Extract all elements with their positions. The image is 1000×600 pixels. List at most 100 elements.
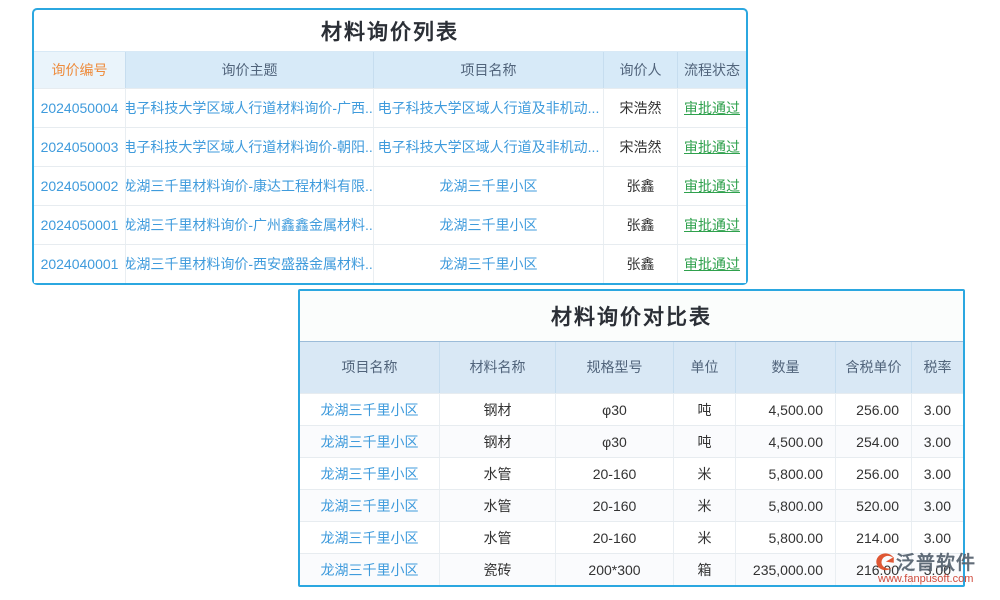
material-name: 瓷砖 bbox=[440, 554, 556, 585]
material-inquiry-compare-table: 材料询价对比表 项目名称 材料名称 规格型号 单位 数量 含税单价 税率 龙湖三千里小区 钢材… bbox=[298, 289, 965, 587]
material-name: 水管 bbox=[440, 490, 556, 521]
inquiry-list-row: 2024050003 电子科技大学区域人行道材料询价-朝阳... 电子科技大学区域人… bbox=[34, 127, 746, 166]
col-header-person: 询价人 bbox=[604, 52, 678, 88]
inquiry-list-row: 2024050001 龙湖三千里材料询价-广州鑫鑫金属材料... 龙湖三千里小区 张鑫… bbox=[34, 205, 746, 244]
watermark-url-text: www.fanpusoft.com bbox=[878, 573, 974, 585]
spec-model: 20-160 bbox=[556, 490, 674, 521]
compare-table-row: 龙湖三千里小区 钢材 φ30 吨 4,500.00 256.00 3.00 bbox=[300, 393, 963, 425]
inquiry-list-row: 2024040001 龙湖三千里材料询价-西安盛器金属材料... 龙湖三千里小区 张鑫… bbox=[34, 244, 746, 283]
spec-model: 20-160 bbox=[556, 458, 674, 489]
compare-table-row: 龙湖三千里小区 水管 20-160 米 5,800.00 520.00 3.00 bbox=[300, 489, 963, 521]
unit: 吨 bbox=[674, 394, 736, 425]
approval-status-link[interactable]: 审批通过 bbox=[684, 256, 740, 272]
tax-rate: 3.00 bbox=[923, 465, 951, 482]
unit: 米 bbox=[674, 458, 736, 489]
tax-incl-price: 256.00 bbox=[836, 458, 912, 489]
inquiry-no-link[interactable]: 2024040001 bbox=[34, 245, 126, 283]
approval-status-link[interactable]: 审批通过 bbox=[684, 217, 740, 233]
spec-model: φ30 bbox=[556, 426, 674, 457]
tax-incl-price: 214.00 bbox=[836, 522, 912, 553]
quantity-value: 4,500.00 bbox=[736, 426, 836, 457]
project-name-link[interactable]: 龙湖三千里小区 bbox=[300, 426, 440, 457]
col-header-project: 项目名称 bbox=[374, 52, 604, 88]
unit: 米 bbox=[674, 490, 736, 521]
inquiry-list-title: 材料询价列表 bbox=[34, 10, 746, 52]
material-name: 水管 bbox=[440, 522, 556, 553]
approval-status-link[interactable]: 审批通过 bbox=[684, 139, 740, 155]
tax-rate: 3.00 bbox=[923, 401, 951, 418]
project-name-link[interactable]: 龙湖三千里小区 bbox=[300, 394, 440, 425]
project-name-link[interactable]: 龙湖三千里小区 bbox=[300, 490, 440, 521]
project-name-link[interactable]: 龙湖三千里小区 bbox=[374, 245, 604, 283]
col-header-status: 流程状态 bbox=[684, 62, 740, 78]
inquirer-name: 张鑫 bbox=[604, 206, 678, 244]
inquiry-subject-link[interactable]: 电子科技大学区域人行道材料询价-朝阳... bbox=[126, 128, 374, 166]
col-header-unit: 单位 bbox=[674, 342, 736, 393]
inquiry-list-body: 2024050004 电子科技大学区域人行道材料询价-广西... 电子科技大学区域人… bbox=[34, 88, 746, 283]
tax-incl-price: 254.00 bbox=[836, 426, 912, 457]
inquirer-name: 张鑫 bbox=[604, 245, 678, 283]
col-header-no: 询价编号 bbox=[34, 52, 126, 88]
inquirer-name: 宋浩然 bbox=[604, 128, 678, 166]
tax-rate: 3.00 bbox=[923, 433, 951, 450]
compare-table-row: 龙湖三千里小区 钢材 φ30 吨 4,500.00 254.00 3.00 bbox=[300, 425, 963, 457]
unit: 吨 bbox=[674, 426, 736, 457]
spec-model: 20-160 bbox=[556, 522, 674, 553]
material-name: 钢材 bbox=[440, 394, 556, 425]
compare-table-row: 龙湖三千里小区 瓷砖 200*300 箱 235,000.00 216.00 3.00 bbox=[300, 553, 963, 585]
material-name: 水管 bbox=[440, 458, 556, 489]
inquiry-subject-link[interactable]: 龙湖三千里材料询价-西安盛器金属材料... bbox=[126, 245, 374, 283]
inquiry-subject-link[interactable]: 龙湖三千里材料询价-康达工程材料有限... bbox=[126, 167, 374, 205]
project-name-link[interactable]: 电子科技大学区域人行道及非机动... bbox=[374, 128, 604, 166]
approval-status-link[interactable]: 审批通过 bbox=[684, 178, 740, 194]
project-name-link[interactable]: 龙湖三千里小区 bbox=[374, 206, 604, 244]
project-name-link[interactable]: 龙湖三千里小区 bbox=[300, 522, 440, 553]
approval-status-link[interactable]: 审批通过 bbox=[684, 100, 740, 116]
project-name-link[interactable]: 龙湖三千里小区 bbox=[300, 554, 440, 585]
inquiry-subject-link[interactable]: 龙湖三千里材料询价-广州鑫鑫金属材料... bbox=[126, 206, 374, 244]
inquiry-no-link[interactable]: 2024050004 bbox=[34, 89, 126, 127]
inquiry-no-link[interactable]: 2024050001 bbox=[34, 206, 126, 244]
inquiry-no-link[interactable]: 2024050002 bbox=[34, 167, 126, 205]
quantity-value: 5,800.00 bbox=[736, 458, 836, 489]
quantity-value: 4,500.00 bbox=[736, 394, 836, 425]
fanpu-logo-icon bbox=[874, 551, 895, 572]
col-header-qty: 数量 bbox=[736, 342, 836, 393]
compare-table-body: 龙湖三千里小区 钢材 φ30 吨 4,500.00 256.00 3.00 龙湖三千里小区 钢材… bbox=[300, 393, 963, 585]
inquiry-subject-link[interactable]: 电子科技大学区域人行道材料询价-广西... bbox=[126, 89, 374, 127]
project-name-link[interactable]: 电子科技大学区域人行道及非机动... bbox=[374, 89, 604, 127]
project-name-link[interactable]: 龙湖三千里小区 bbox=[374, 167, 604, 205]
watermark-brand-text: 泛普软件 bbox=[896, 553, 977, 574]
material-name: 钢材 bbox=[440, 426, 556, 457]
inquiry-list-row: 2024050002 龙湖三千里材料询价-康达工程材料有限... 龙湖三千里小区 张鑫… bbox=[34, 166, 746, 205]
compare-table-title: 材料询价对比表 bbox=[300, 291, 963, 341]
tax-incl-price: 256.00 bbox=[836, 394, 912, 425]
fanpu-watermark: 泛普软件 www.fanpusoft.com bbox=[874, 548, 996, 585]
tax-rate: 3.00 bbox=[923, 561, 951, 578]
compare-table-row: 龙湖三千里小区 水管 20-160 米 5,800.00 214.00 3.00 bbox=[300, 521, 963, 553]
spec-model: 200*300 bbox=[556, 554, 674, 585]
col-header-spec: 规格型号 bbox=[556, 342, 674, 393]
spec-model: φ30 bbox=[556, 394, 674, 425]
inquiry-no-link[interactable]: 2024050003 bbox=[34, 128, 126, 166]
inquirer-name: 张鑫 bbox=[604, 167, 678, 205]
col-header-material: 材料名称 bbox=[440, 342, 556, 393]
col-header-price: 含税单价 bbox=[836, 342, 912, 393]
quantity-value: 5,800.00 bbox=[736, 490, 836, 521]
inquiry-list-header-row: 询价编号 询价主题 项目名称 询价人 流程状态 bbox=[34, 52, 746, 88]
quantity-value: 235,000.00 bbox=[736, 554, 836, 585]
col-header-subject: 询价主题 bbox=[126, 52, 374, 88]
col-header-tax: 税率 bbox=[923, 358, 952, 375]
inquiry-list-row: 2024050004 电子科技大学区域人行道材料询价-广西... 电子科技大学区域人… bbox=[34, 88, 746, 127]
inquirer-name: 宋浩然 bbox=[604, 89, 678, 127]
tax-rate: 3.00 bbox=[923, 497, 951, 514]
compare-table-row: 龙湖三千里小区 水管 20-160 米 5,800.00 256.00 3.00 bbox=[300, 457, 963, 489]
unit: 米 bbox=[674, 522, 736, 553]
tax-incl-price: 520.00 bbox=[836, 490, 912, 521]
quantity-value: 5,800.00 bbox=[736, 522, 836, 553]
project-name-link[interactable]: 龙湖三千里小区 bbox=[300, 458, 440, 489]
unit: 箱 bbox=[674, 554, 736, 585]
tax-incl-price: 216.00 bbox=[836, 554, 912, 585]
material-inquiry-list-table: 材料询价列表 询价编号 询价主题 项目名称 询价人 流程状态 2024050004 电子科… bbox=[32, 8, 748, 285]
col-header-project: 项目名称 bbox=[300, 342, 440, 393]
